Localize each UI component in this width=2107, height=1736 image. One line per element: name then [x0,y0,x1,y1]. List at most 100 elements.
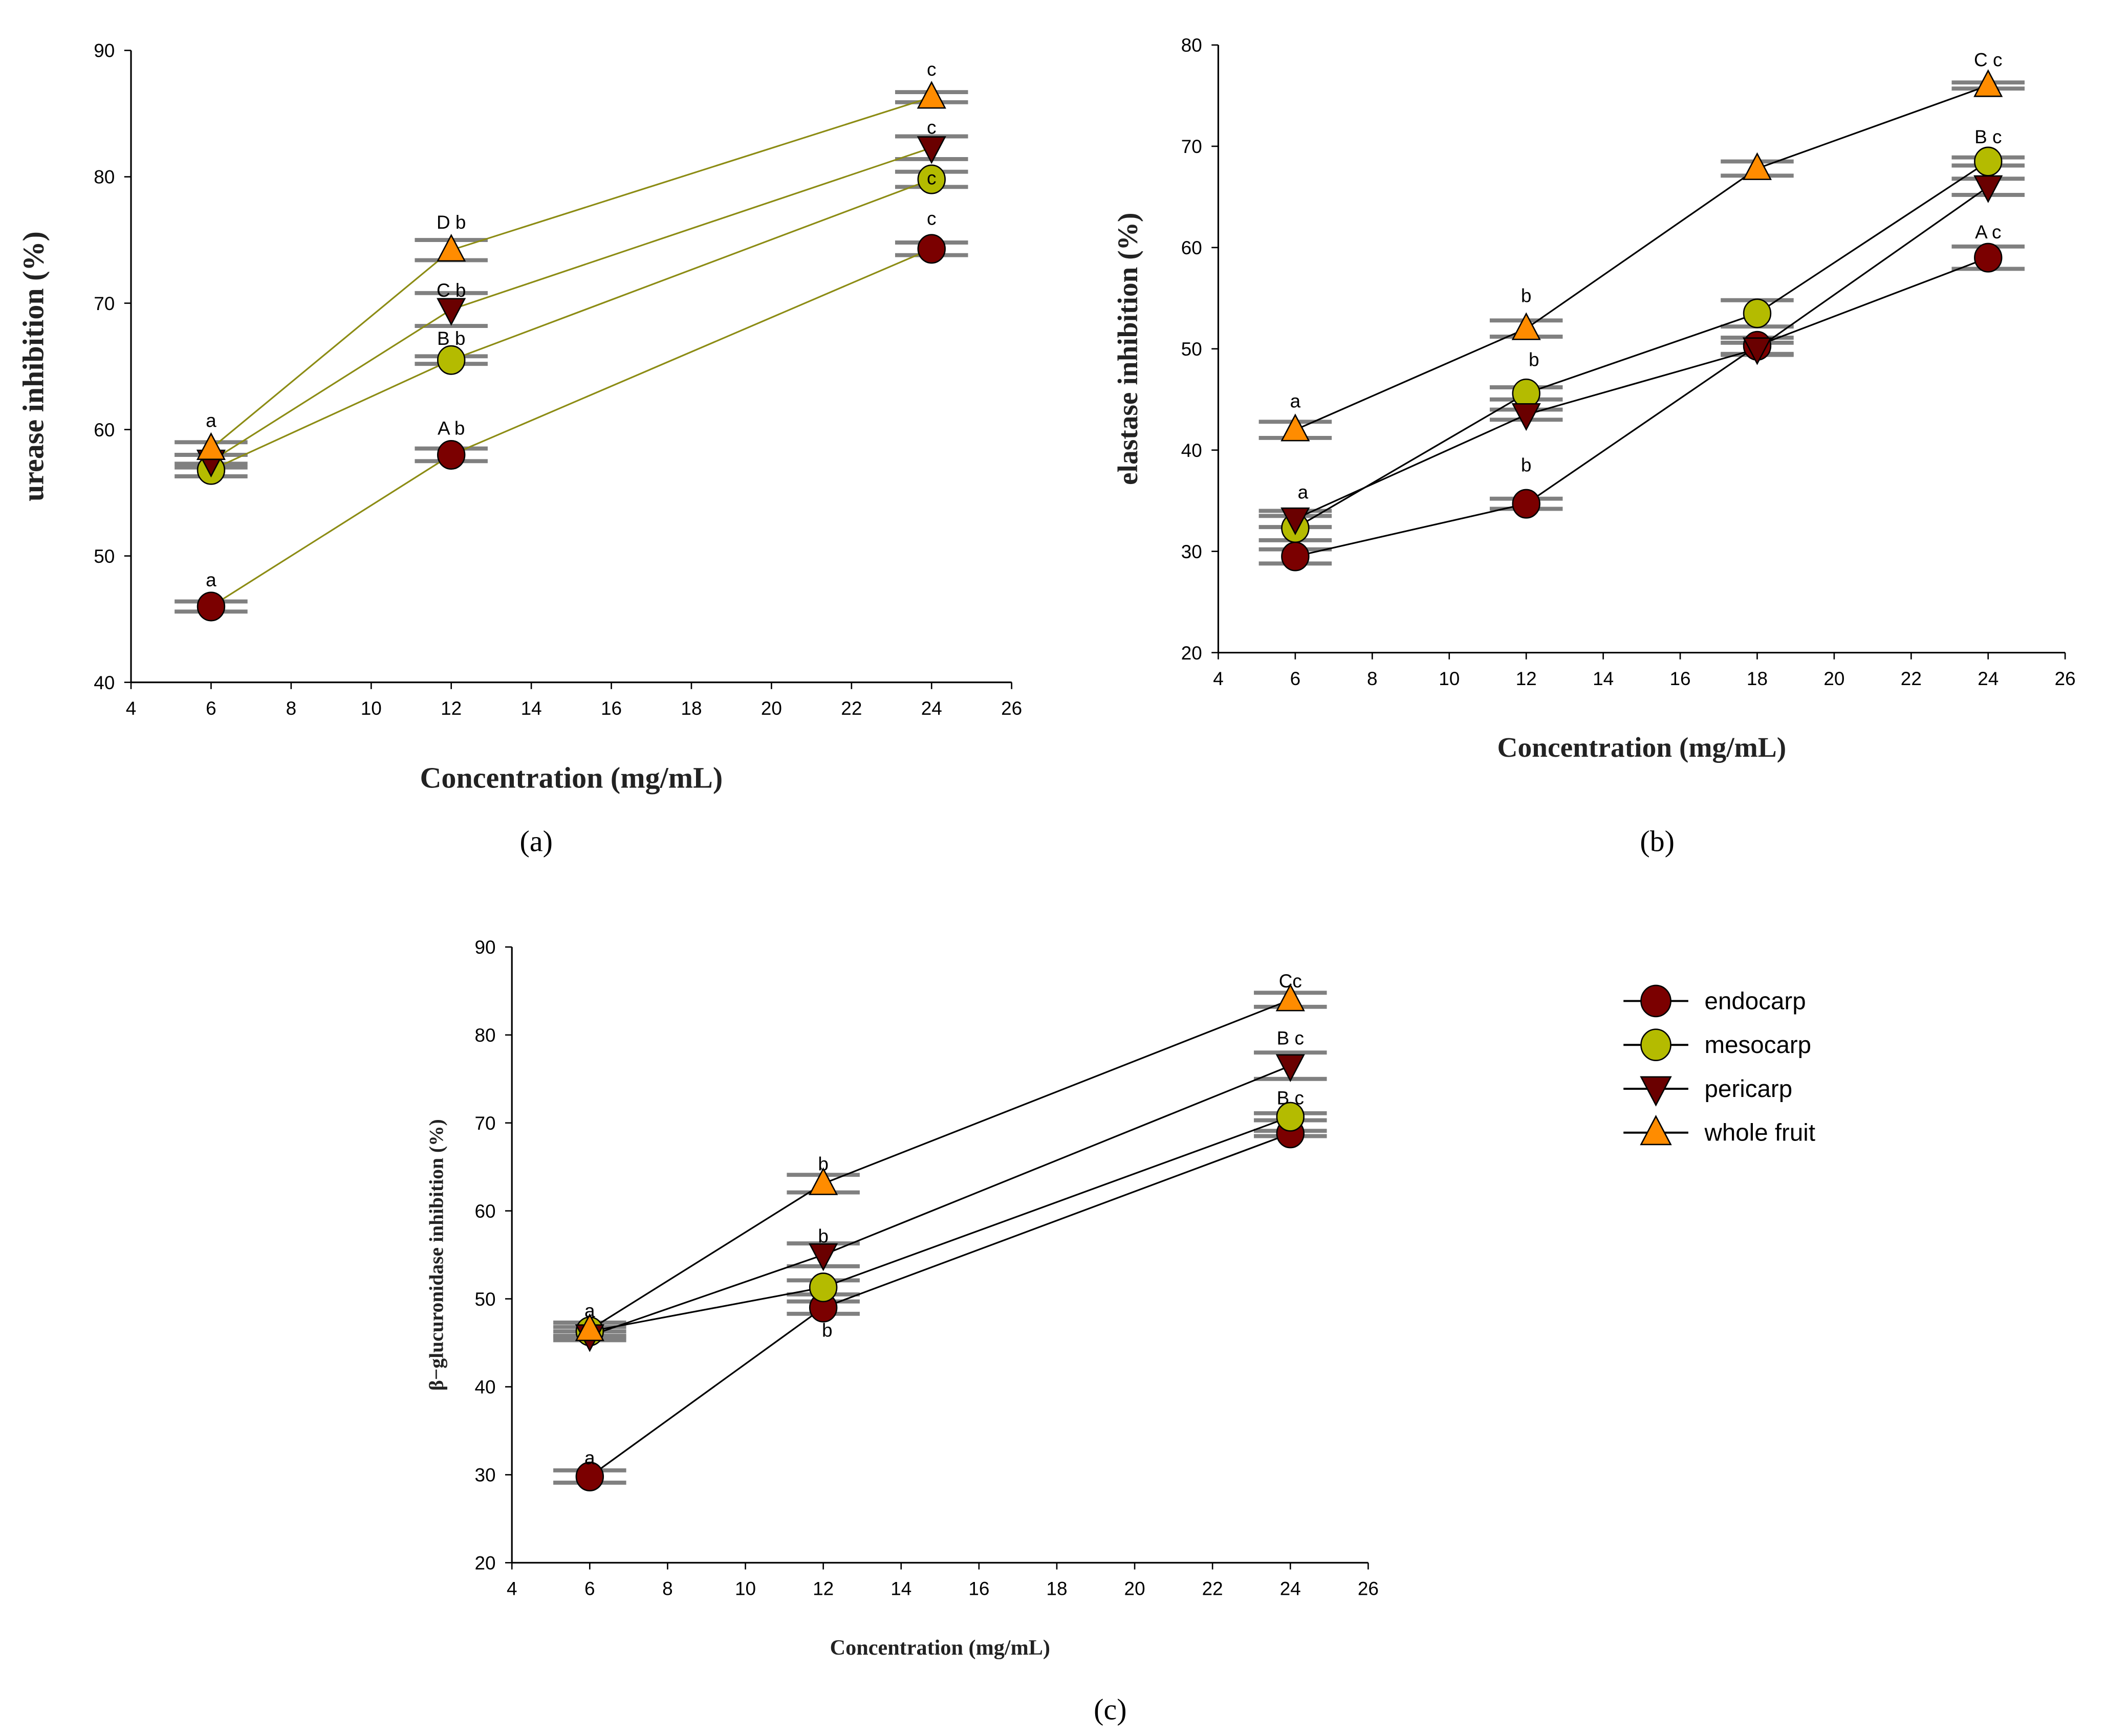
marker-pericarp [437,298,466,326]
y-tick-label: 20 [1181,643,1202,664]
series-line-endocarp [210,248,932,607]
marker-endocarp [437,440,466,470]
marker-mesocarp [437,345,466,375]
significance-label: A c [1975,222,2001,243]
x-tick-label: 24 [1978,668,1999,689]
y-axis-label: β−glucuronidase inhibition (%) [425,1119,448,1391]
significance-label: c [927,167,936,188]
y-tick-label: 80 [94,167,115,188]
y-tick-label: 40 [1181,440,1202,461]
chart-urease: 4 6 8 10 12 14 16 18 20 22 24 26 40 50 60 70 80 90 Concent… [16,40,1022,858]
x-tick-label: 6 [1290,668,1301,689]
x-tick-label: 12 [441,698,462,719]
marker-endocarp [1974,243,2003,273]
x-axis-label: Concentration (mg/mL) [1497,732,1786,763]
series-line-endocarp [1295,257,1989,558]
significance-label: b [1521,454,1532,475]
legend-label-mesocarp: mesocarp [1705,1031,1812,1059]
y-tick-label: 90 [474,937,495,958]
significance-label: b [1529,349,1539,370]
x-tick-label: 4 [126,698,137,719]
significance-label: a [1298,482,1309,503]
y-tick-label: 30 [474,1465,495,1486]
legend: endocarp mesocarp pericarp whole fruit [1623,984,1815,1147]
y-tick-label: 70 [474,1113,495,1134]
x-tick-label: 6 [584,1578,595,1599]
marker-whole-fruit [1640,1114,1672,1146]
significance-label: c [927,117,936,138]
x-tick-label: 26 [1001,698,1022,719]
marker-whole-fruit [196,432,226,460]
series-line-whole-fruit [1295,84,1989,431]
x-tick-label: 18 [681,698,702,719]
marker-mesocarp [809,1272,838,1303]
marker-pericarp [917,136,946,164]
y-tick-label: 40 [474,1377,495,1398]
marker-pericarp [1511,403,1541,431]
x-tick-label: 14 [521,698,542,719]
significance-label: a [1290,391,1301,412]
y-tick-label: 50 [94,546,115,567]
significance-label: Cc [1279,971,1302,992]
marker-whole-fruit [917,81,946,109]
x-tick-label: 12 [1516,668,1537,689]
significance-label: a [206,410,216,431]
marker-mesocarp [1743,298,1772,328]
x-tick-label: 8 [286,698,297,719]
y-tick-label: 40 [94,672,115,693]
x-tick-label: 14 [890,1578,911,1599]
x-tick-label: 8 [662,1578,673,1599]
marker-mesocarp [1276,1102,1305,1132]
y-tick-label: 90 [94,40,115,61]
marker-whole-fruit [1742,152,1772,180]
significance-label: B b [437,328,465,349]
marker-whole-fruit [1973,69,2003,97]
x-tick-label: 10 [1439,668,1460,689]
x-tick-label: 22 [841,698,862,719]
y-tick-label: 50 [1181,339,1202,360]
significance-label: D b [437,212,466,233]
marker-pericarp [809,1243,838,1271]
x-axis-label: Concentration (mg/mL) [830,1636,1050,1660]
significance-label: b [818,1154,829,1175]
marker-whole-fruit [437,233,466,262]
significance-label: C c [1974,50,2002,71]
significance-label: B c [1277,1088,1304,1109]
marker-endocarp [1281,541,1310,572]
marker-pericarp [1973,175,2003,203]
y-tick-label: 70 [94,293,115,314]
x-tick-label: 16 [1669,668,1690,689]
y-tick-label: 70 [1181,136,1202,157]
marker-endocarp [575,1461,604,1491]
y-tick-label: 60 [1181,237,1202,258]
marker-endocarp [1512,489,1540,519]
significance-label: b [818,1226,829,1247]
marker-whole-fruit [1280,413,1310,442]
series-line-mesocarp [1295,161,1989,529]
chart-glucuronidase: 4 6 8 10 12 14 16 18 20 22 24 26 20 30 40 50 60 70 80 90 Con… [425,937,1379,1726]
marker-whole-fruit [575,1313,604,1342]
marker-endocarp [917,234,946,264]
significance-label: C b [437,280,466,301]
series-line-whole-fruit [589,999,1291,1331]
significance-label: B c [1974,126,2002,147]
x-tick-label: 8 [1367,668,1378,689]
y-tick-label: 80 [474,1025,495,1046]
marker-whole-fruit [1275,983,1305,1012]
significance-label: b [1521,285,1532,306]
x-tick-label: 4 [507,1578,517,1599]
significance-label: A b [438,417,465,438]
x-tick-label: 16 [601,698,622,719]
x-tick-label: 10 [735,1578,756,1599]
marker-whole-fruit [1511,312,1541,340]
x-tick-label: 16 [968,1578,989,1599]
marker-mesocarp [1974,146,2003,177]
significance-label: a [584,1447,595,1468]
legend-label-pericarp: pericarp [1705,1075,1793,1103]
x-tick-label: 18 [1747,668,1768,689]
y-axis-label: urease inhibition (%) [16,231,50,501]
marker-pericarp [1640,1076,1672,1107]
x-tick-label: 20 [1823,668,1844,689]
